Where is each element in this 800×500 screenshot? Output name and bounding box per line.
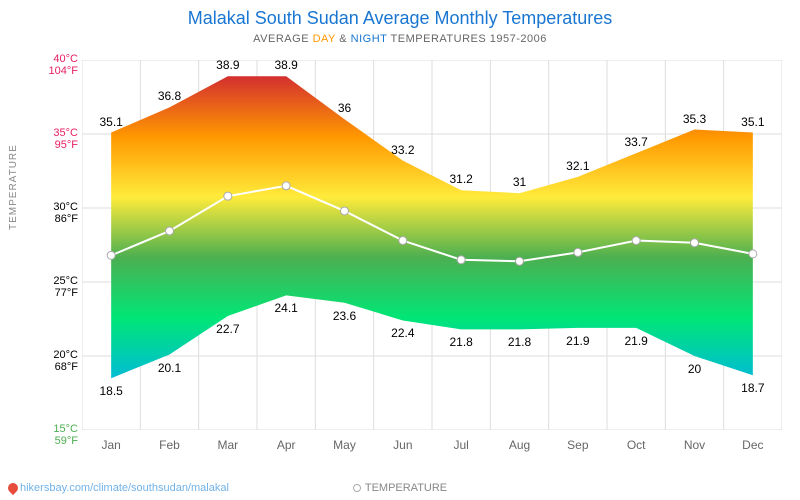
subtitle-night: NIGHT [351,33,388,45]
chart-area [82,60,782,430]
x-tick: Sep [553,438,603,452]
x-tick: Oct [611,438,661,452]
day-temp-label: 31.2 [449,172,472,186]
footer-link[interactable]: hikersbay.com/climate/southsudan/malakal [8,482,229,494]
y-tick: 25°C 77°F [28,275,78,299]
legend-marker-icon [353,484,361,492]
x-tick: Jul [436,438,486,452]
x-tick: Mar [203,438,253,452]
day-temp-label: 33.2 [391,143,414,157]
day-temp-label: 36.8 [158,89,181,103]
night-temp-label: 21.9 [566,334,589,348]
day-temp-label: 33.7 [624,135,647,149]
x-tick: May [320,438,370,452]
day-temp-label: 35.1 [741,115,764,129]
x-tick: Apr [261,438,311,452]
chart-title: Malakal South Sudan Average Monthly Temp… [0,0,800,29]
night-temp-label: 22.4 [391,326,414,340]
night-temp-label: 20 [688,362,701,376]
subtitle-amp: & [336,33,351,45]
x-tick: Dec [728,438,778,452]
day-temp-label: 38.9 [216,58,239,72]
y-axis-label: TEMPERATURE [8,144,19,230]
subtitle-suffix: TEMPERATURES 1957-2006 [387,33,547,45]
night-temp-label: 24.1 [274,301,297,315]
night-temp-label: 21.8 [508,335,531,349]
y-tick: 30°C 86°F [28,201,78,225]
day-temp-label: 35.3 [683,112,706,126]
day-temp-label: 35.1 [99,115,122,129]
x-tick: Jan [86,438,136,452]
subtitle-day: DAY [313,33,336,45]
night-temp-label: 18.5 [99,384,122,398]
day-temp-label: 38.9 [274,58,297,72]
y-tick: 20°C 68°F [28,349,78,373]
x-tick: Jun [378,438,428,452]
night-temp-label: 18.7 [741,381,764,395]
y-tick: 40°C 104°F [28,53,78,77]
night-temp-label: 22.7 [216,322,239,336]
night-temp-label: 20.1 [158,361,181,375]
x-tick: Feb [145,438,195,452]
x-tick: Nov [670,438,720,452]
legend-label: TEMPERATURE [365,482,447,494]
pin-icon [6,481,20,495]
footer-url: hikersbay.com/climate/southsudan/malakal [20,482,229,494]
x-tick: Aug [495,438,545,452]
chart-subtitle: AVERAGE DAY & NIGHT TEMPERATURES 1957-20… [0,29,800,45]
night-temp-label: 21.9 [624,334,647,348]
y-tick: 35°C 95°F [28,127,78,151]
day-temp-label: 31 [513,175,526,189]
y-tick: 15°C 59°F [28,423,78,447]
night-temp-label: 23.6 [333,309,356,323]
night-temp-label: 21.8 [449,335,472,349]
day-temp-label: 32.1 [566,159,589,173]
day-temp-label: 36 [338,101,351,115]
subtitle-prefix: AVERAGE [253,33,312,45]
chart-svg [82,60,782,430]
